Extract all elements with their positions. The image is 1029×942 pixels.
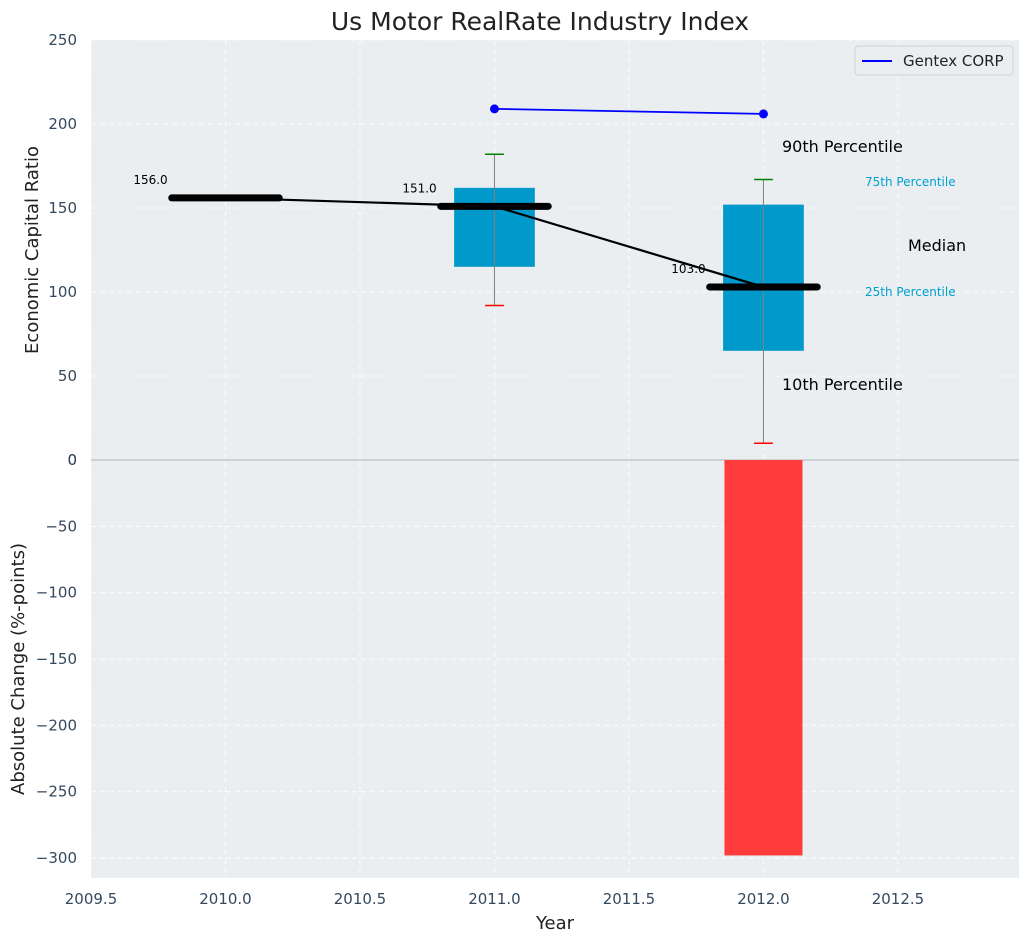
top-y-tick-label: 150 <box>48 199 77 217</box>
top-y-tick-label: 100 <box>48 283 77 301</box>
annotation-10th-percentile: 10th Percentile <box>782 375 903 394</box>
top-y-tick-label: 250 <box>48 31 77 49</box>
median-value-label: 103.0 <box>671 262 705 276</box>
annotation-90th-percentile: 90th Percentile <box>782 137 903 156</box>
x-ticks: 2009.5 2010.0 2010.5 2011.0 2011.5 2012.0 2012… <box>65 890 924 908</box>
x-tick-label: 2012.0 <box>737 890 790 908</box>
bottom-y-tick-label: 0 <box>67 451 77 469</box>
top-chart-marks: 156.0 151.0 103.0 <box>133 104 821 444</box>
bottom-y-tick-label: −150 <box>36 650 77 668</box>
bottom-y-ticks: 0 −50 −100 −150 −200 −250 −300 <box>36 451 77 867</box>
legend: Gentex CORP <box>854 45 1014 76</box>
x-tick-label: 2009.5 <box>65 890 118 908</box>
top-y-axis-label: Economic Capital Ratio <box>22 146 43 354</box>
annotation-75th-percentile: 75th Percentile <box>865 175 956 189</box>
bottom-y-tick-label: −300 <box>36 849 77 867</box>
x-tick-label: 2011.0 <box>468 890 521 908</box>
annotation-median: Median <box>908 236 966 255</box>
bottom-y-tick-label: −250 <box>36 783 77 801</box>
x-axis-label: Year <box>535 913 575 934</box>
x-tick-label: 2012.5 <box>872 890 925 908</box>
annotation-25th-percentile: 25th Percentile <box>865 285 956 299</box>
bottom-chart-marks <box>724 460 803 856</box>
x-tick-label: 2010.0 <box>199 890 252 908</box>
top-y-tick-label: 200 <box>48 115 77 133</box>
top-y-tick-label: 0 <box>67 451 77 469</box>
legend-box <box>854 45 1014 76</box>
x-tick-label: 2011.5 <box>603 890 656 908</box>
top-plot-area <box>91 40 1019 460</box>
legend-label-gentex: Gentex CORP <box>903 52 1004 70</box>
bottom-y-tick-label: −200 <box>36 716 77 734</box>
change-bar <box>724 460 803 856</box>
bottom-y-axis-label: Absolute Change (%-points) <box>8 543 29 795</box>
median-value-label: 156.0 <box>133 173 167 187</box>
series-point-gentex <box>758 109 768 119</box>
x-tick-label: 2010.5 <box>334 890 387 908</box>
bottom-y-tick-label: −50 <box>45 517 77 535</box>
median-value-label: 151.0 <box>402 181 436 195</box>
top-y-tick-label: 50 <box>58 367 77 385</box>
bottom-y-tick-label: −100 <box>36 584 77 602</box>
top-y-ticks: 0 50 100 150 200 250 <box>48 31 77 469</box>
series-point-gentex <box>489 104 499 114</box>
chart-title: Us Motor RealRate Industry Index <box>331 7 749 36</box>
bottom-plot-area <box>91 460 1019 878</box>
series-line-gentex <box>494 107 764 115</box>
